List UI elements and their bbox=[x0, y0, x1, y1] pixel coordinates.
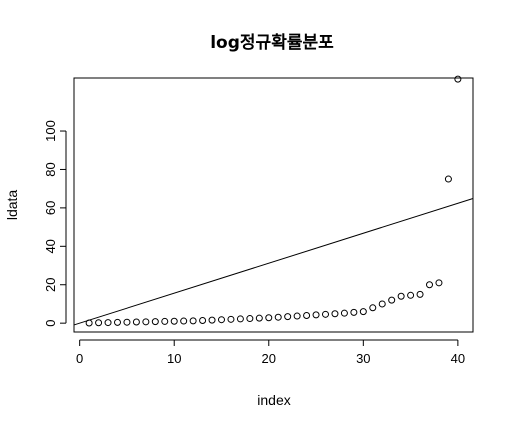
data-point bbox=[132, 318, 140, 326]
y-tick-label: 20 bbox=[43, 278, 58, 292]
data-point bbox=[274, 313, 282, 321]
y-tick-label: 80 bbox=[43, 162, 58, 176]
data-point bbox=[426, 281, 434, 289]
data-point bbox=[293, 312, 301, 320]
data-point bbox=[180, 317, 188, 325]
data-point bbox=[454, 75, 462, 83]
data-point bbox=[189, 317, 197, 325]
x-axis-label: index bbox=[257, 392, 290, 408]
data-point bbox=[350, 308, 358, 316]
data-point bbox=[170, 317, 178, 325]
data-point bbox=[369, 304, 377, 312]
data-point bbox=[265, 314, 273, 322]
data-point bbox=[397, 292, 405, 300]
x-tick-label: 40 bbox=[451, 351, 465, 366]
data-point bbox=[407, 291, 415, 299]
data-points bbox=[85, 75, 462, 327]
data-point bbox=[246, 315, 254, 323]
data-point bbox=[378, 300, 386, 308]
data-point bbox=[284, 313, 292, 321]
plot-frame bbox=[73, 77, 474, 333]
data-point bbox=[435, 279, 443, 287]
data-point bbox=[388, 296, 396, 304]
data-point bbox=[322, 310, 330, 318]
data-point bbox=[340, 309, 348, 317]
data-point bbox=[236, 315, 244, 323]
data-point bbox=[208, 316, 216, 324]
x-tick-label: 10 bbox=[167, 351, 181, 366]
data-point bbox=[142, 318, 150, 326]
x-tick-label: 20 bbox=[262, 351, 276, 366]
x-tick-label: 0 bbox=[76, 351, 83, 366]
data-point bbox=[123, 318, 131, 326]
data-point bbox=[312, 311, 320, 319]
y-tick-label: 60 bbox=[43, 201, 58, 215]
reference-line bbox=[73, 197, 474, 326]
reference-line-group bbox=[73, 197, 474, 326]
data-point bbox=[217, 316, 225, 324]
y-axis: 0 20 40 60 80 100 bbox=[43, 120, 67, 327]
data-point bbox=[161, 317, 169, 325]
x-axis: 0 10 20 30 40 bbox=[76, 339, 465, 366]
data-point bbox=[227, 315, 235, 323]
chart-title: log정규확률분포 bbox=[210, 33, 334, 53]
data-point bbox=[303, 311, 311, 319]
data-point bbox=[255, 314, 263, 322]
y-tick-label: 100 bbox=[43, 120, 58, 142]
data-point bbox=[331, 310, 339, 318]
data-point bbox=[416, 290, 424, 298]
x-tick-label: 30 bbox=[356, 351, 370, 366]
y-tick-label: 40 bbox=[43, 239, 58, 253]
data-point bbox=[444, 175, 452, 183]
data-point bbox=[151, 318, 159, 326]
data-point bbox=[113, 318, 121, 326]
y-tick-label: 0 bbox=[43, 320, 58, 327]
data-point bbox=[199, 316, 207, 324]
y-axis-label: ldata bbox=[4, 190, 20, 221]
data-point bbox=[85, 319, 93, 327]
data-point bbox=[104, 319, 112, 327]
data-point bbox=[95, 319, 103, 327]
data-point bbox=[359, 308, 367, 316]
